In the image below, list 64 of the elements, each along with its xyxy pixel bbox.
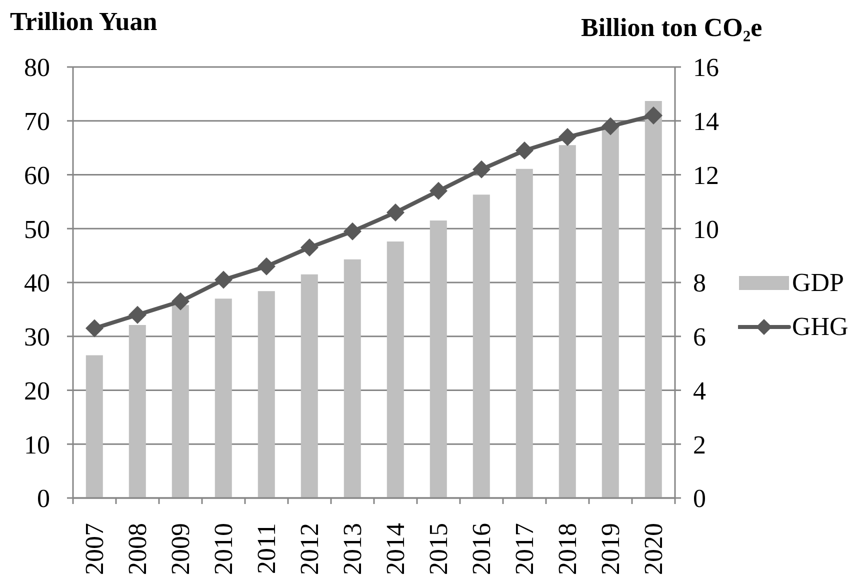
y-tick-label: 50 (24, 214, 50, 244)
y-tick-label: 0 (37, 484, 50, 514)
bar (472, 194, 490, 498)
point (172, 292, 190, 310)
x-tick-label: 2008 (123, 523, 152, 575)
bar (86, 355, 103, 498)
legend-label: GHG (792, 312, 848, 342)
point (472, 160, 490, 178)
x-tick-label: 2011 (252, 523, 281, 574)
y-tick-label: 70 (24, 107, 50, 136)
bar (386, 242, 404, 498)
bar (430, 220, 447, 498)
bar (258, 291, 275, 498)
y2-tick-label: 6 (693, 322, 706, 352)
point (602, 117, 620, 136)
x-tick-label: 2013 (338, 523, 367, 575)
point (300, 238, 318, 256)
x-tick-label: 2017 (510, 523, 539, 575)
y2-tick-label: 14 (693, 107, 719, 136)
point (86, 319, 104, 338)
point (644, 106, 662, 124)
y2-tick-label: 8 (693, 268, 706, 298)
bar (172, 305, 189, 498)
x-tick-label: 2019 (596, 523, 625, 575)
y2-tick-label: 4 (693, 376, 706, 406)
bar (602, 126, 619, 498)
y2-tick-label: 2 (693, 430, 706, 460)
x-tick-label: 2012 (295, 523, 324, 575)
x-tick-label: 2009 (166, 523, 195, 575)
bar (300, 274, 318, 498)
x-tick-label: 2007 (80, 523, 109, 575)
point (516, 142, 534, 160)
x-tick-label: 2015 (424, 523, 453, 575)
legend-label: GDP (792, 268, 844, 298)
x-tick-label: 2020 (639, 523, 668, 575)
bar (128, 325, 146, 498)
x-tick-label: 2018 (553, 523, 582, 575)
bar (558, 145, 576, 498)
y-tick-label: 30 (24, 322, 50, 352)
point (386, 203, 404, 222)
bar (644, 100, 662, 498)
y2-axis-title: Billion ton CO₂e (581, 13, 762, 43)
y-axis-title: Trillion Yuan (10, 7, 158, 37)
bar (344, 259, 361, 498)
y-tick-label: 60 (24, 160, 50, 190)
y-tick-label: 40 (24, 268, 50, 298)
point (430, 182, 448, 200)
x-tick-label: 2016 (467, 523, 496, 575)
point (344, 222, 362, 240)
bar (516, 168, 533, 498)
y2-tick-label: 10 (693, 214, 719, 244)
y2-tick-label: 0 (693, 484, 706, 514)
point (214, 270, 232, 289)
bar (214, 298, 232, 498)
point (558, 128, 576, 146)
y2-tick-label: 16 (693, 53, 719, 82)
x-tick-label: 2010 (209, 523, 238, 575)
y-tick-label: 20 (24, 376, 50, 406)
y2-tick-label: 12 (693, 160, 719, 190)
y-tick-label: 10 (24, 430, 50, 460)
point (258, 257, 276, 276)
point (128, 306, 146, 324)
y-tick-label: 80 (24, 53, 50, 82)
x-tick-label: 2014 (381, 523, 410, 575)
